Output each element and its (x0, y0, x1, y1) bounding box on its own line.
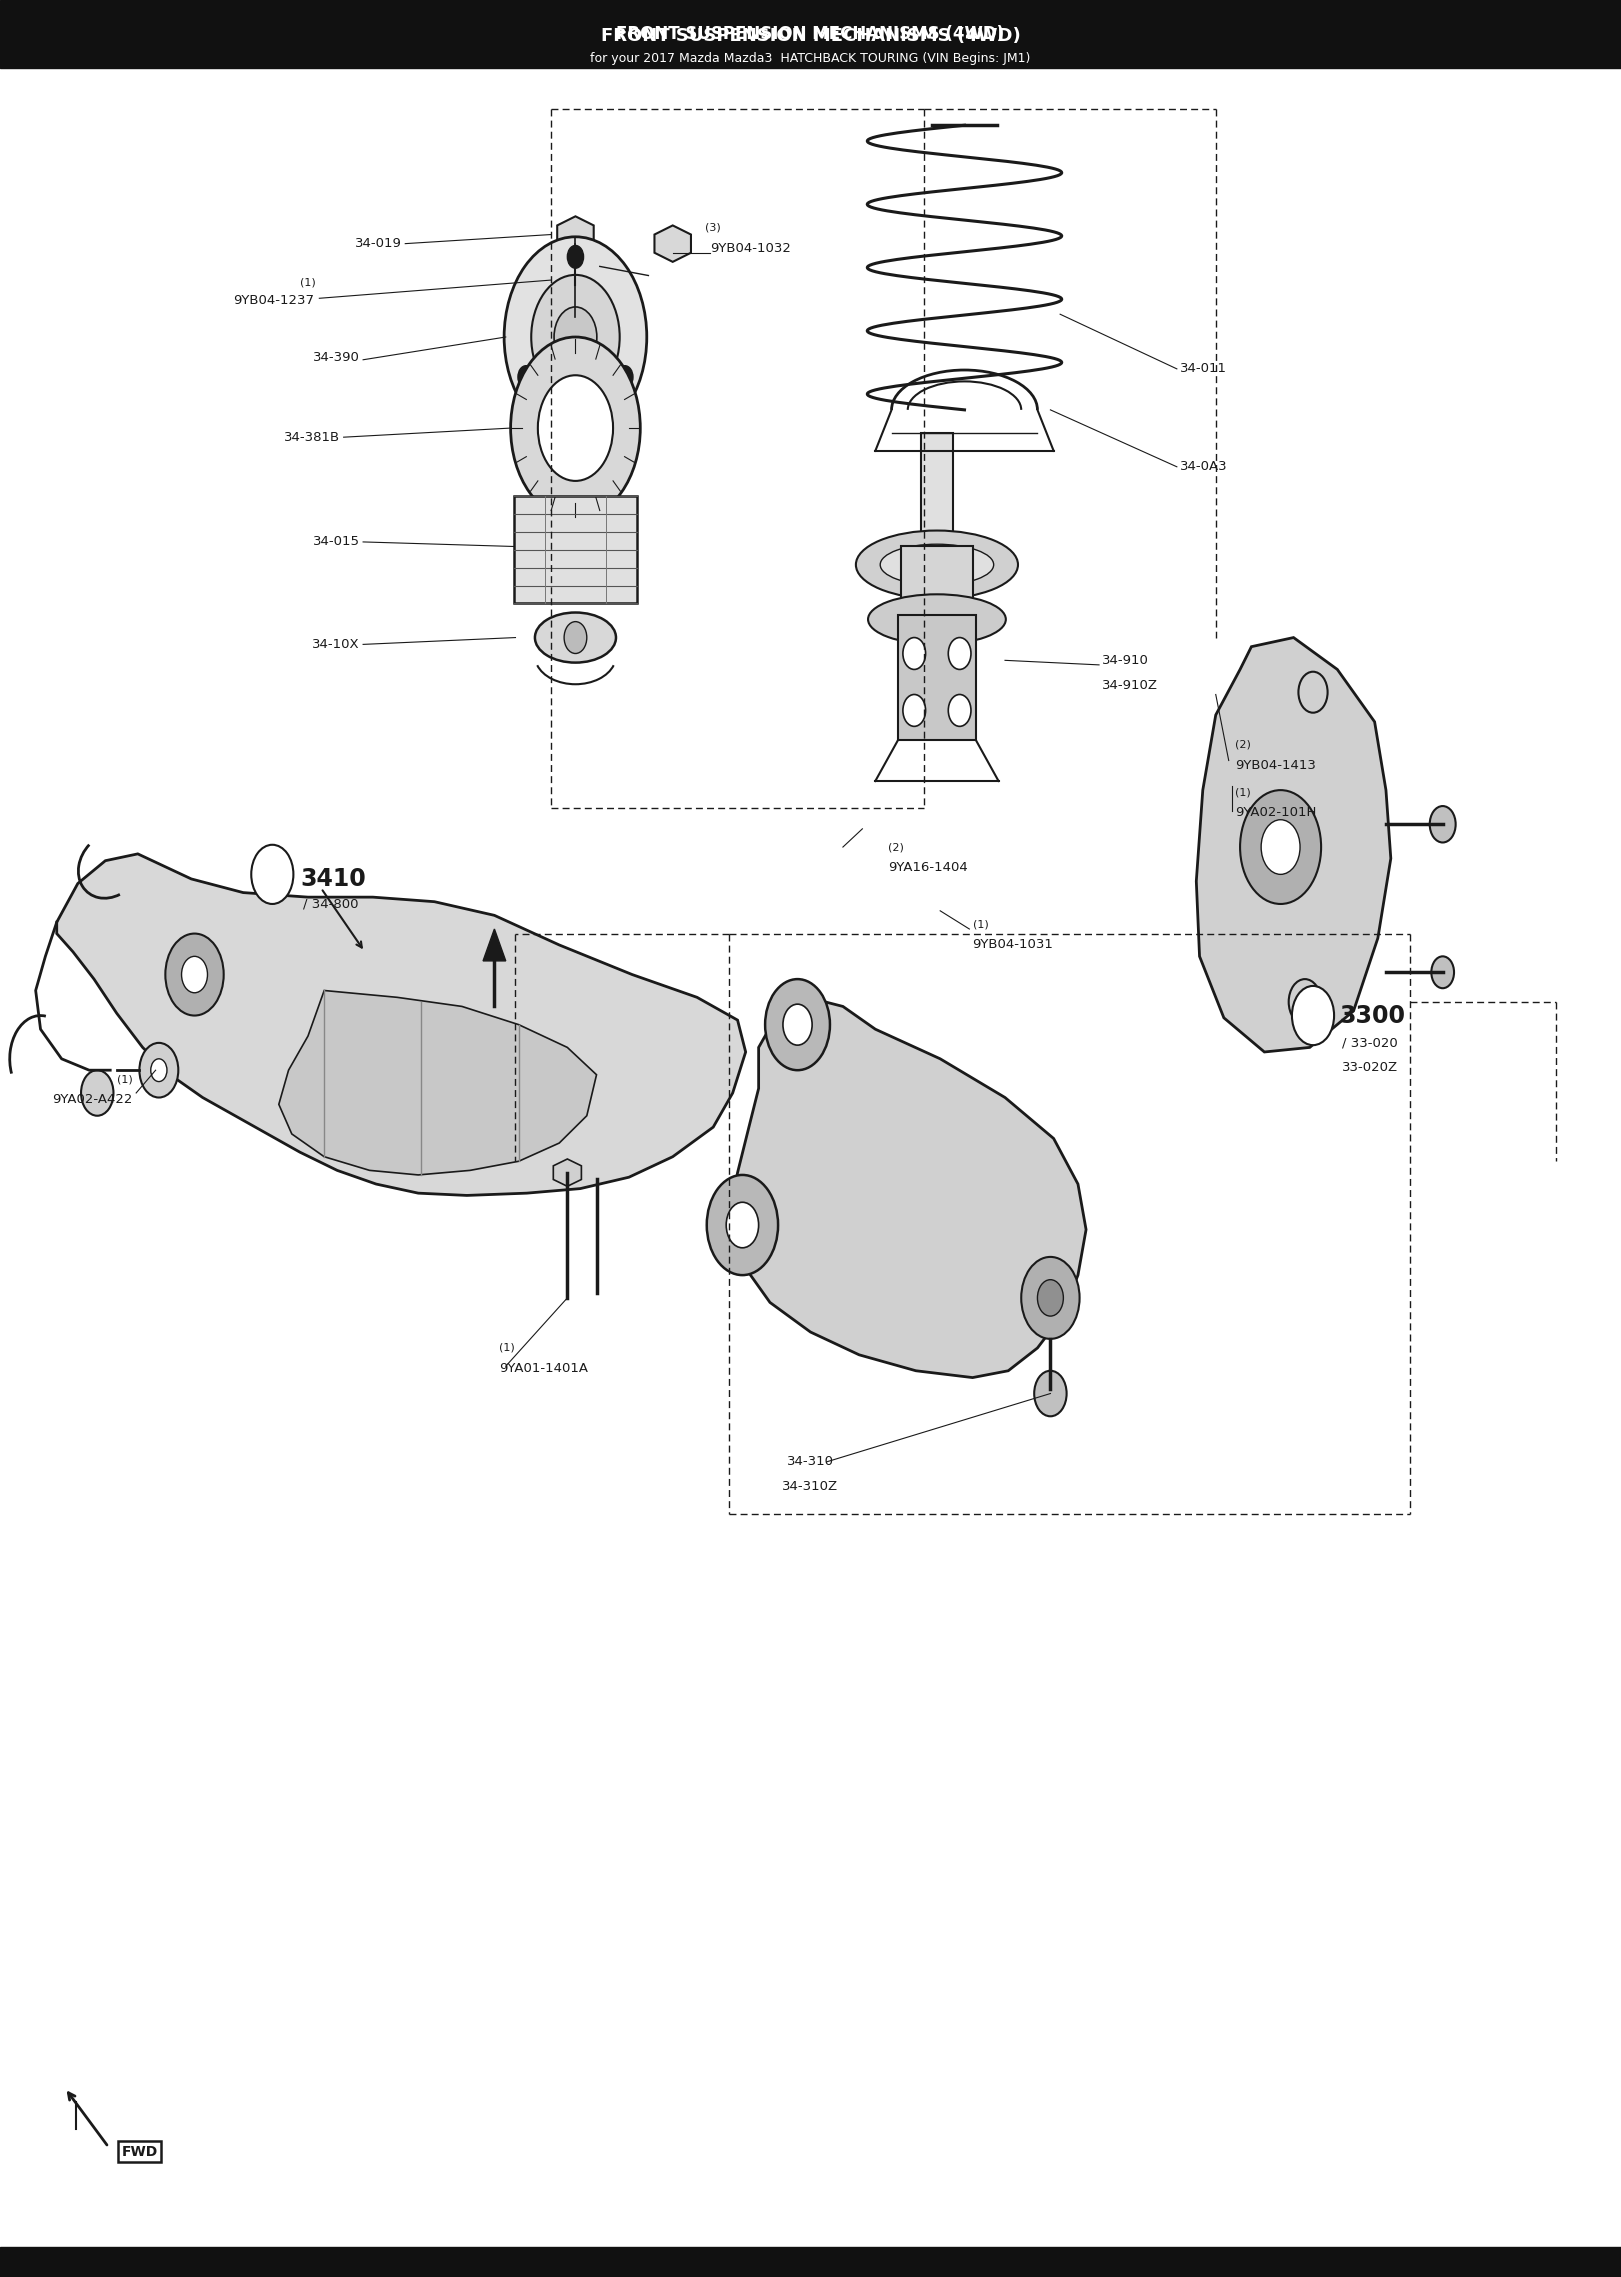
Polygon shape (57, 854, 746, 1195)
Circle shape (550, 244, 601, 317)
Text: 34-910: 34-910 (1102, 653, 1149, 667)
Text: (2): (2) (1235, 740, 1251, 749)
Text: 34-381B: 34-381B (284, 430, 340, 444)
Circle shape (1289, 979, 1321, 1025)
Text: 34-310: 34-310 (788, 1455, 833, 1469)
Polygon shape (729, 997, 1086, 1378)
Polygon shape (655, 225, 691, 262)
Circle shape (1037, 1280, 1063, 1316)
Circle shape (567, 246, 584, 269)
Circle shape (726, 1202, 759, 1248)
Text: 3300: 3300 (1339, 1004, 1405, 1027)
Bar (898, 615, 976, 740)
Polygon shape (553, 1159, 582, 1186)
Circle shape (616, 367, 632, 389)
Text: (1): (1) (117, 1075, 133, 1084)
Text: FRONT SUSPENSION MECHANISMS (4WD): FRONT SUSPENSION MECHANISMS (4WD) (616, 25, 1005, 43)
Text: for your 2017 Mazda Mazda3  HATCHBACK TOURING (VIN Begins: JM1): for your 2017 Mazda Mazda3 HATCHBACK TOU… (590, 52, 1031, 66)
Polygon shape (279, 990, 597, 1175)
Text: (1): (1) (499, 1343, 515, 1353)
Text: 9YB04-1031: 9YB04-1031 (973, 938, 1054, 952)
Text: 33-020Z: 33-020Z (1342, 1061, 1399, 1075)
Circle shape (1034, 1371, 1067, 1416)
Circle shape (1431, 956, 1454, 988)
Text: 3410: 3410 (300, 868, 366, 890)
Text: 9YB04-1032: 9YB04-1032 (710, 241, 791, 255)
Bar (514, 496, 637, 603)
Ellipse shape (880, 544, 994, 585)
Circle shape (519, 367, 535, 389)
Circle shape (707, 1175, 778, 1275)
Circle shape (511, 337, 640, 519)
Text: (2): (2) (888, 842, 905, 852)
Ellipse shape (535, 613, 616, 663)
Circle shape (1261, 820, 1300, 874)
Text: / 33-020: / 33-020 (1342, 1036, 1397, 1050)
Text: 9YA02-A422: 9YA02-A422 (52, 1093, 133, 1107)
Text: (1): (1) (1235, 788, 1251, 797)
Circle shape (1298, 672, 1328, 713)
Text: FWD: FWD (122, 2145, 157, 2159)
Circle shape (165, 934, 224, 1016)
Circle shape (81, 1070, 113, 1116)
Circle shape (504, 237, 647, 437)
Circle shape (948, 694, 971, 726)
Text: 9YB04-1413: 9YB04-1413 (1235, 758, 1316, 772)
Text: 34-10X: 34-10X (313, 638, 360, 651)
Bar (901, 546, 973, 706)
Text: FRONT SUSPENSION MECHANISMS (4WD): FRONT SUSPENSION MECHANISMS (4WD) (601, 27, 1020, 46)
Circle shape (532, 276, 619, 398)
Circle shape (251, 845, 293, 904)
Text: 34-310Z: 34-310Z (783, 1480, 838, 1494)
Circle shape (765, 979, 830, 1070)
Ellipse shape (856, 531, 1018, 599)
Circle shape (1292, 986, 1334, 1045)
Circle shape (566, 266, 585, 294)
Text: 34-019: 34-019 (355, 237, 402, 250)
Circle shape (182, 956, 207, 993)
Text: 34-390: 34-390 (313, 351, 360, 364)
Text: (3): (3) (705, 223, 721, 232)
Circle shape (1240, 790, 1321, 904)
Circle shape (903, 638, 926, 669)
Circle shape (538, 376, 613, 480)
Circle shape (903, 694, 926, 726)
Circle shape (1021, 1257, 1080, 1339)
Polygon shape (1196, 638, 1391, 1052)
Circle shape (1430, 806, 1456, 842)
Ellipse shape (869, 594, 1005, 644)
Text: 9YA01-1401A: 9YA01-1401A (499, 1362, 588, 1375)
Circle shape (139, 1043, 178, 1098)
Circle shape (564, 622, 587, 653)
Text: 34-0A3: 34-0A3 (1180, 460, 1227, 474)
Circle shape (783, 1004, 812, 1045)
Polygon shape (483, 929, 506, 961)
Polygon shape (558, 216, 593, 253)
Text: (1): (1) (973, 920, 989, 929)
Circle shape (554, 307, 597, 367)
Text: 9YA16-1404: 9YA16-1404 (888, 861, 968, 874)
Circle shape (151, 1059, 167, 1082)
Text: 34-910Z: 34-910Z (1102, 679, 1159, 692)
Text: / 34-800: / 34-800 (303, 897, 358, 911)
Text: 34-011: 34-011 (1180, 362, 1227, 376)
Text: 9YB04-1237: 9YB04-1237 (233, 294, 314, 307)
Bar (921, 433, 953, 546)
Text: (1): (1) (300, 278, 316, 287)
Text: 9YA02-101H: 9YA02-101H (1235, 806, 1316, 820)
Circle shape (948, 638, 971, 669)
Text: 34-015: 34-015 (313, 535, 360, 549)
